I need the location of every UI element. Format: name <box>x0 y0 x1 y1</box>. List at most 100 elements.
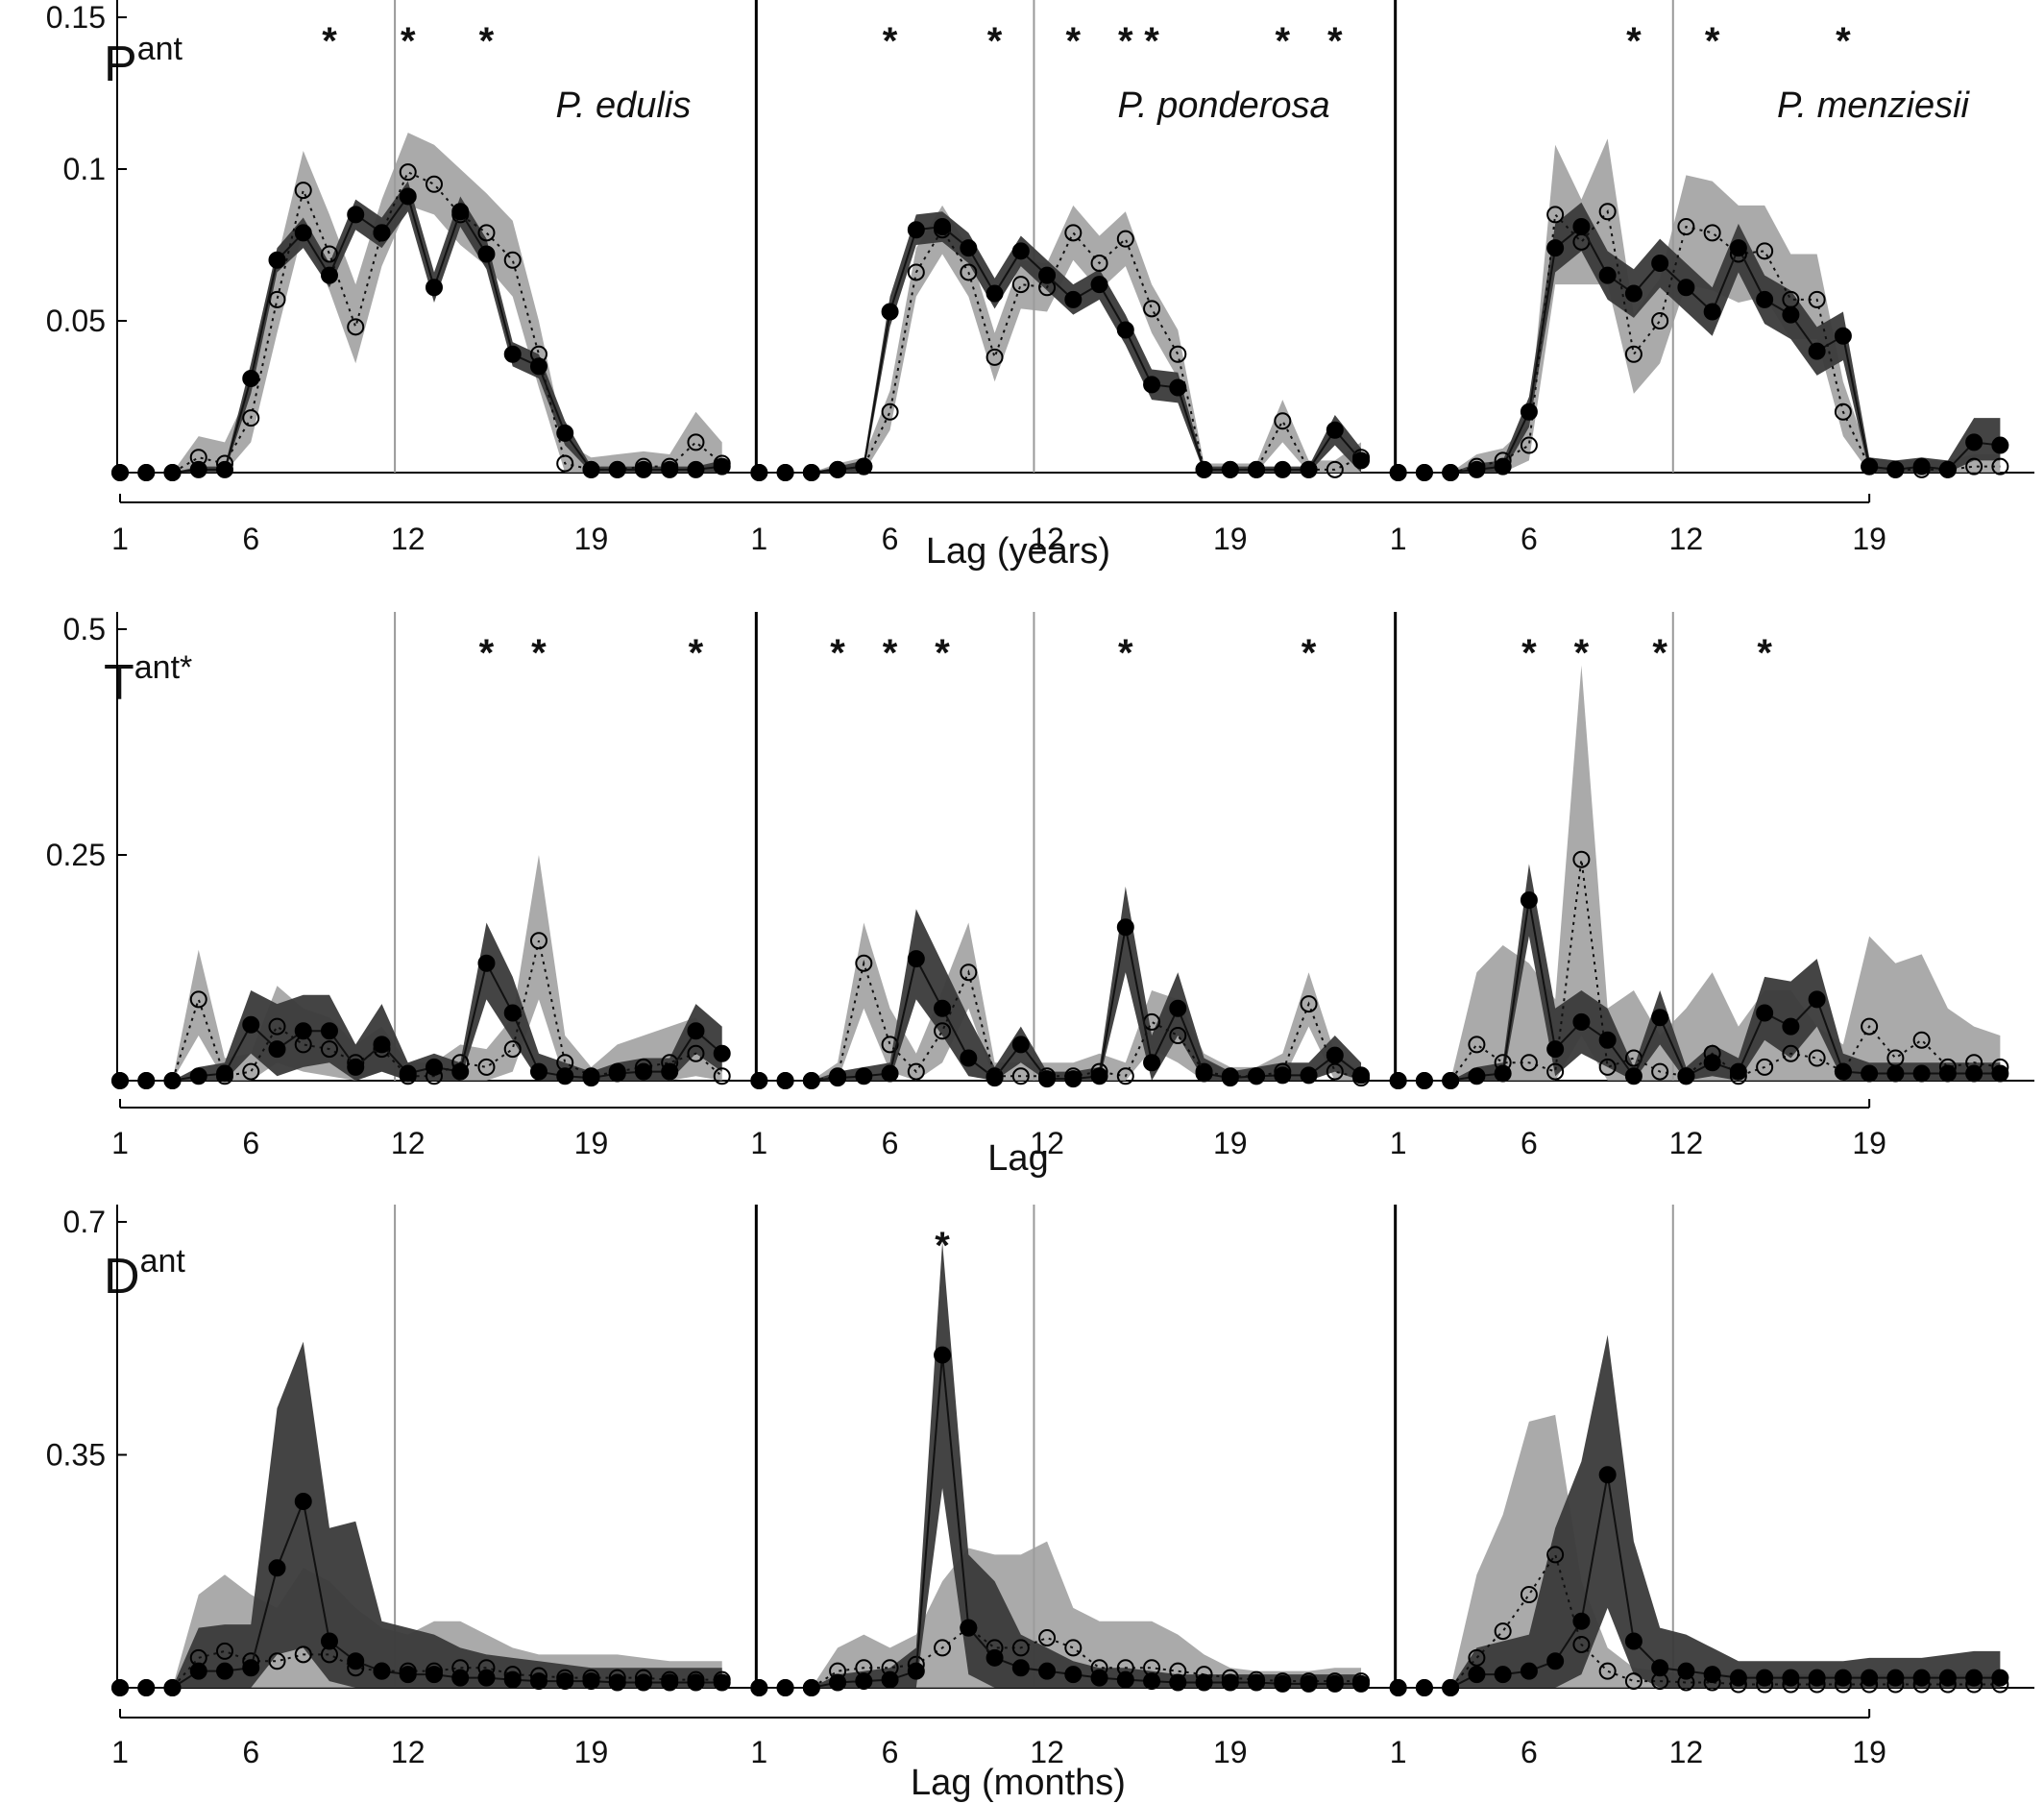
x-tick-label: 1 <box>111 522 129 556</box>
solid-point <box>1703 303 1721 321</box>
solid-point <box>1221 1069 1239 1087</box>
open-point <box>855 954 873 972</box>
solid-point <box>829 1673 847 1692</box>
solid-point <box>1090 1669 1108 1687</box>
solid-point <box>268 1559 286 1577</box>
open-point <box>1011 1067 1030 1085</box>
open-point <box>1520 1586 1538 1603</box>
solid-point <box>1300 1674 1318 1693</box>
solid-point <box>1572 218 1591 236</box>
open-point <box>294 1646 312 1664</box>
significance-star: * <box>1705 20 1720 62</box>
open-point <box>1703 224 1721 242</box>
solid-point <box>137 464 156 481</box>
open-point <box>1756 1058 1774 1076</box>
open-point <box>1326 460 1344 478</box>
solid-point <box>881 1670 899 1689</box>
solid-point <box>1546 1040 1565 1059</box>
open-point <box>1011 276 1030 294</box>
solid-point <box>1808 990 1826 1009</box>
significance-star: * <box>830 632 845 674</box>
solid-point <box>1756 290 1774 308</box>
solid-point <box>776 464 794 481</box>
open-point <box>881 1036 899 1054</box>
solid-point <box>960 239 978 257</box>
x-tick-label: 19 <box>1213 1126 1248 1160</box>
solid-series-band <box>1398 202 2001 473</box>
open-point <box>1624 1672 1642 1691</box>
solid-point <box>1116 321 1134 339</box>
solid-point <box>1274 1674 1292 1693</box>
x-tick-label: 19 <box>1852 1126 1886 1160</box>
solid-point <box>1389 1679 1407 1696</box>
open-point <box>687 433 705 451</box>
solid-point <box>1038 1662 1057 1680</box>
open-point <box>1468 1648 1486 1667</box>
x-tick-label: 6 <box>1521 1126 1538 1160</box>
x-tick-label: 12 <box>1669 1735 1704 1769</box>
solid-point <box>1624 284 1642 303</box>
solid-point <box>1090 276 1108 294</box>
solid-point <box>661 460 679 478</box>
x-tick-label: 1 <box>750 1126 767 1160</box>
significance-star: * <box>479 632 495 674</box>
solid-point <box>986 1648 1004 1667</box>
solid-point <box>1624 1632 1642 1650</box>
solid-point <box>1415 1072 1433 1089</box>
solid-point <box>1520 402 1538 421</box>
solid-point <box>556 1067 574 1085</box>
significance-star: * <box>883 20 898 62</box>
significance-star: * <box>987 20 1003 62</box>
solid-point <box>1116 918 1134 937</box>
open-point <box>907 1062 925 1081</box>
open-series-band <box>759 205 1362 474</box>
solid-point <box>242 370 260 388</box>
open-point <box>1912 1031 1931 1049</box>
solid-series-band <box>120 1341 722 1688</box>
solid-series-band <box>759 886 1362 1081</box>
solid-point <box>1326 1046 1344 1064</box>
species-label: P. menziesii <box>1777 85 1971 126</box>
solid-point <box>1352 1066 1371 1085</box>
row-3: 0.35 0.7 Dant 1 6 12 19 * 1 6 12 19 1 6 12 19 Lag (month… <box>46 1205 2034 1803</box>
solid-point <box>477 1669 496 1687</box>
solid-point <box>855 457 873 475</box>
open-series-band <box>1398 665 2001 1081</box>
solid-point <box>960 1049 978 1067</box>
significance-star: * <box>935 632 950 674</box>
solid-point <box>1248 1673 1266 1692</box>
solid-point <box>294 224 312 242</box>
solid-point <box>451 1669 470 1687</box>
solid-point <box>1326 421 1344 439</box>
solid-point <box>1221 460 1239 478</box>
solid-point <box>1326 1674 1344 1693</box>
x-tick-label: 12 <box>1669 1126 1704 1160</box>
x-tick-label: 6 <box>1521 522 1538 556</box>
open-point <box>687 1044 705 1062</box>
x-tick-label: 12 <box>391 522 426 556</box>
significance-star: * <box>883 632 898 674</box>
x-tick-label: 12 <box>1030 1126 1064 1160</box>
solid-point <box>907 1662 925 1680</box>
solid-point <box>529 1672 548 1691</box>
solid-point <box>111 1072 129 1089</box>
open-series-line <box>120 170 723 474</box>
solid-point <box>1991 1064 2009 1083</box>
solid-point <box>268 1040 286 1059</box>
y-tick-label: 0.15 <box>46 0 106 35</box>
solid-point <box>1143 1672 1161 1691</box>
open-point <box>215 1642 233 1660</box>
x-tick-label: 12 <box>391 1735 426 1769</box>
solid-point <box>1912 1669 1931 1687</box>
significance-star: * <box>1118 20 1133 62</box>
solid-point <box>242 1015 260 1034</box>
x-tick-label: 12 <box>1030 522 1064 556</box>
solid-point <box>1195 1673 1213 1692</box>
solid-point <box>1248 1067 1266 1085</box>
open-series-line <box>1398 859 2001 1082</box>
solid-point <box>1651 1659 1669 1677</box>
solid-point <box>215 460 233 478</box>
solid-point <box>608 460 626 478</box>
